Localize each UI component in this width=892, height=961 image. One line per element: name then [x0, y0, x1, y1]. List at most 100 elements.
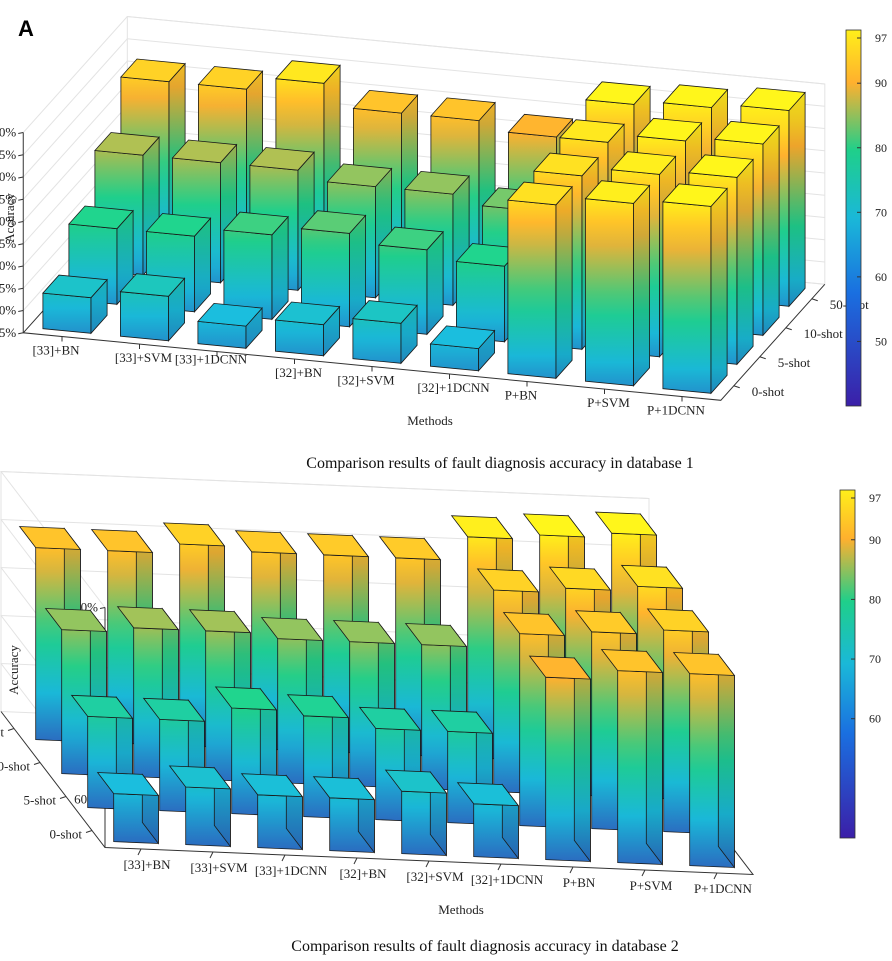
- panel-a-z-label: Accuracy: [2, 193, 17, 243]
- colorbar-tick-label: 60: [875, 270, 887, 284]
- bar-side-face: [788, 91, 806, 308]
- bar-top-face: [528, 655, 592, 680]
- bar-top-face: [533, 152, 599, 177]
- bar-a-P+SVM-0-shot: [584, 180, 651, 387]
- a-z-tick-label: 60%: [0, 303, 16, 318]
- bar-a-[32]+BN-5-shot: [300, 210, 367, 328]
- bar-top-face: [68, 205, 134, 230]
- panel-a-colorbar-ticks: 97 90 80 70 60 50: [857, 31, 887, 348]
- bar-top-face: [594, 511, 658, 536]
- bar-b-[33]+SVM-0-shot: [168, 765, 232, 848]
- bar-b-[32]+SVM-0-shot: [384, 769, 448, 857]
- a-method-label: [33]+BN: [32, 343, 80, 358]
- a-z-tick-mark: [18, 287, 24, 290]
- bar-top-face: [260, 617, 324, 641]
- bar-a-[33]+1DCNN-5-shot: [223, 211, 289, 321]
- bar-top-face: [275, 60, 341, 84]
- b-method-tick: [353, 857, 358, 865]
- panel-b-method-labels: [33]+BN [33]+SVM [33]+1DCNN [32]+BN [32]+SVM…: [123, 848, 753, 896]
- bar-top-face: [94, 132, 160, 156]
- bar-top-face: [714, 120, 780, 145]
- b-shot-tick: [85, 830, 93, 833]
- bar-top-face: [306, 533, 370, 558]
- panel-a-letter: A: [18, 16, 34, 41]
- a-gridline: [22, 38, 825, 156]
- bar-front-face: [274, 319, 324, 357]
- bar-top-face: [404, 170, 470, 195]
- bar-top-face: [507, 113, 574, 138]
- bar-top-face: [620, 564, 684, 589]
- bar-top-face: [502, 612, 566, 636]
- b-method-label: [33]+1DCNN: [255, 863, 328, 878]
- panel-a-bars: [42, 58, 806, 395]
- panel-b-shot-labels: 0-shot 5-shot 10-shot 50-shot: [0, 725, 93, 842]
- panel-b-bars: [18, 511, 736, 869]
- b-shot-label: 5-shot: [24, 793, 57, 808]
- a-z-tick-label: 90%: [0, 169, 16, 184]
- bar-a-[33]+SVM-0-shot: [119, 273, 186, 342]
- a-shot-tick: [759, 356, 766, 360]
- b-method-label: [32]+1DCNN: [471, 872, 544, 887]
- bar-top-face: [188, 609, 252, 634]
- bar-b-P+BN-0-shot: [528, 655, 592, 863]
- bar-top-face: [312, 776, 376, 801]
- colorbar-tick-label: 97: [869, 491, 881, 505]
- a-method-label: [33]+1DCNN: [175, 352, 248, 367]
- bar-top-face: [120, 58, 186, 83]
- a-shot-tick: [733, 385, 740, 389]
- a-z-tick-mark: [18, 154, 24, 157]
- bar-top-face: [672, 652, 736, 676]
- colorbar-tick-label: 70: [875, 205, 887, 219]
- bar-a-[33]+BN-0-shot: [42, 274, 108, 335]
- a-z-tick-label: 65%: [0, 280, 16, 295]
- bar-top-face: [456, 782, 520, 807]
- bar-side-face: [762, 124, 780, 337]
- a-z-tick-label: 85%: [0, 191, 16, 206]
- bar-b-[32]+BN-0-shot: [312, 776, 376, 854]
- bar-top-face: [662, 84, 729, 108]
- bar-top-face: [168, 765, 232, 790]
- bar-top-face: [610, 151, 677, 175]
- colorbar-tick-label: 90: [869, 533, 881, 547]
- bar-front-face: [662, 201, 712, 394]
- bar-b-[33]+BN-0-shot: [96, 772, 160, 845]
- bar-top-face: [162, 522, 226, 547]
- b-method-label: [33]+SVM: [190, 860, 248, 875]
- b-method-tick: [209, 851, 214, 859]
- colorbar-tick-label: 80: [875, 141, 887, 155]
- bar-top-face: [646, 608, 710, 633]
- b-method-label: P+1DCNN: [694, 881, 753, 896]
- bar-top-face: [70, 694, 134, 719]
- b-shot-label: 10-shot: [0, 759, 30, 774]
- bar-top-face: [96, 772, 160, 796]
- bar-a-[32]+1DCNN-0-shot: [429, 325, 496, 372]
- bar-top-face: [384, 769, 448, 794]
- bar-top-face: [476, 568, 540, 593]
- bar-top-face: [740, 87, 806, 111]
- b-z-tick-mark: [99, 607, 106, 609]
- bar-top-face: [358, 706, 422, 731]
- bar-side-face: [645, 650, 663, 866]
- bar-a-P+BN-0-shot: [507, 181, 573, 380]
- panel-a-method-labels: [33]+BN [33]+SVM [33]+1DCNN [32]+BN [32]+SVM…: [32, 336, 706, 418]
- bar-top-face: [300, 210, 367, 234]
- b-shot-label: 50-shot: [0, 725, 4, 740]
- a-z-tick-mark: [18, 265, 24, 268]
- bar-top-face: [234, 530, 298, 555]
- bar-top-face: [90, 529, 154, 553]
- panel-a-x-label: Methods: [407, 413, 453, 428]
- bar-side-face: [710, 187, 728, 395]
- bar-front-face: [585, 198, 634, 387]
- bar-top-face: [585, 81, 651, 105]
- panel-a: A 55% 60% 65% 70% 75% 80% 85% 90% 95% 100% Accura…: [0, 15, 887, 472]
- a-method-label: P+1DCNN: [647, 403, 706, 418]
- a-method-label: P+SVM: [587, 395, 630, 410]
- bar-b-[32]+1DCNN-0-shot: [456, 782, 520, 860]
- bar-top-face: [116, 606, 180, 631]
- a-method-label: [32]+BN: [275, 365, 323, 380]
- bar-top-face: [142, 697, 206, 722]
- b-method-label: [32]+SVM: [406, 869, 464, 884]
- bar-side-face: [573, 656, 591, 863]
- bar-top-face: [662, 183, 728, 207]
- b-method-label: P+BN: [563, 875, 596, 890]
